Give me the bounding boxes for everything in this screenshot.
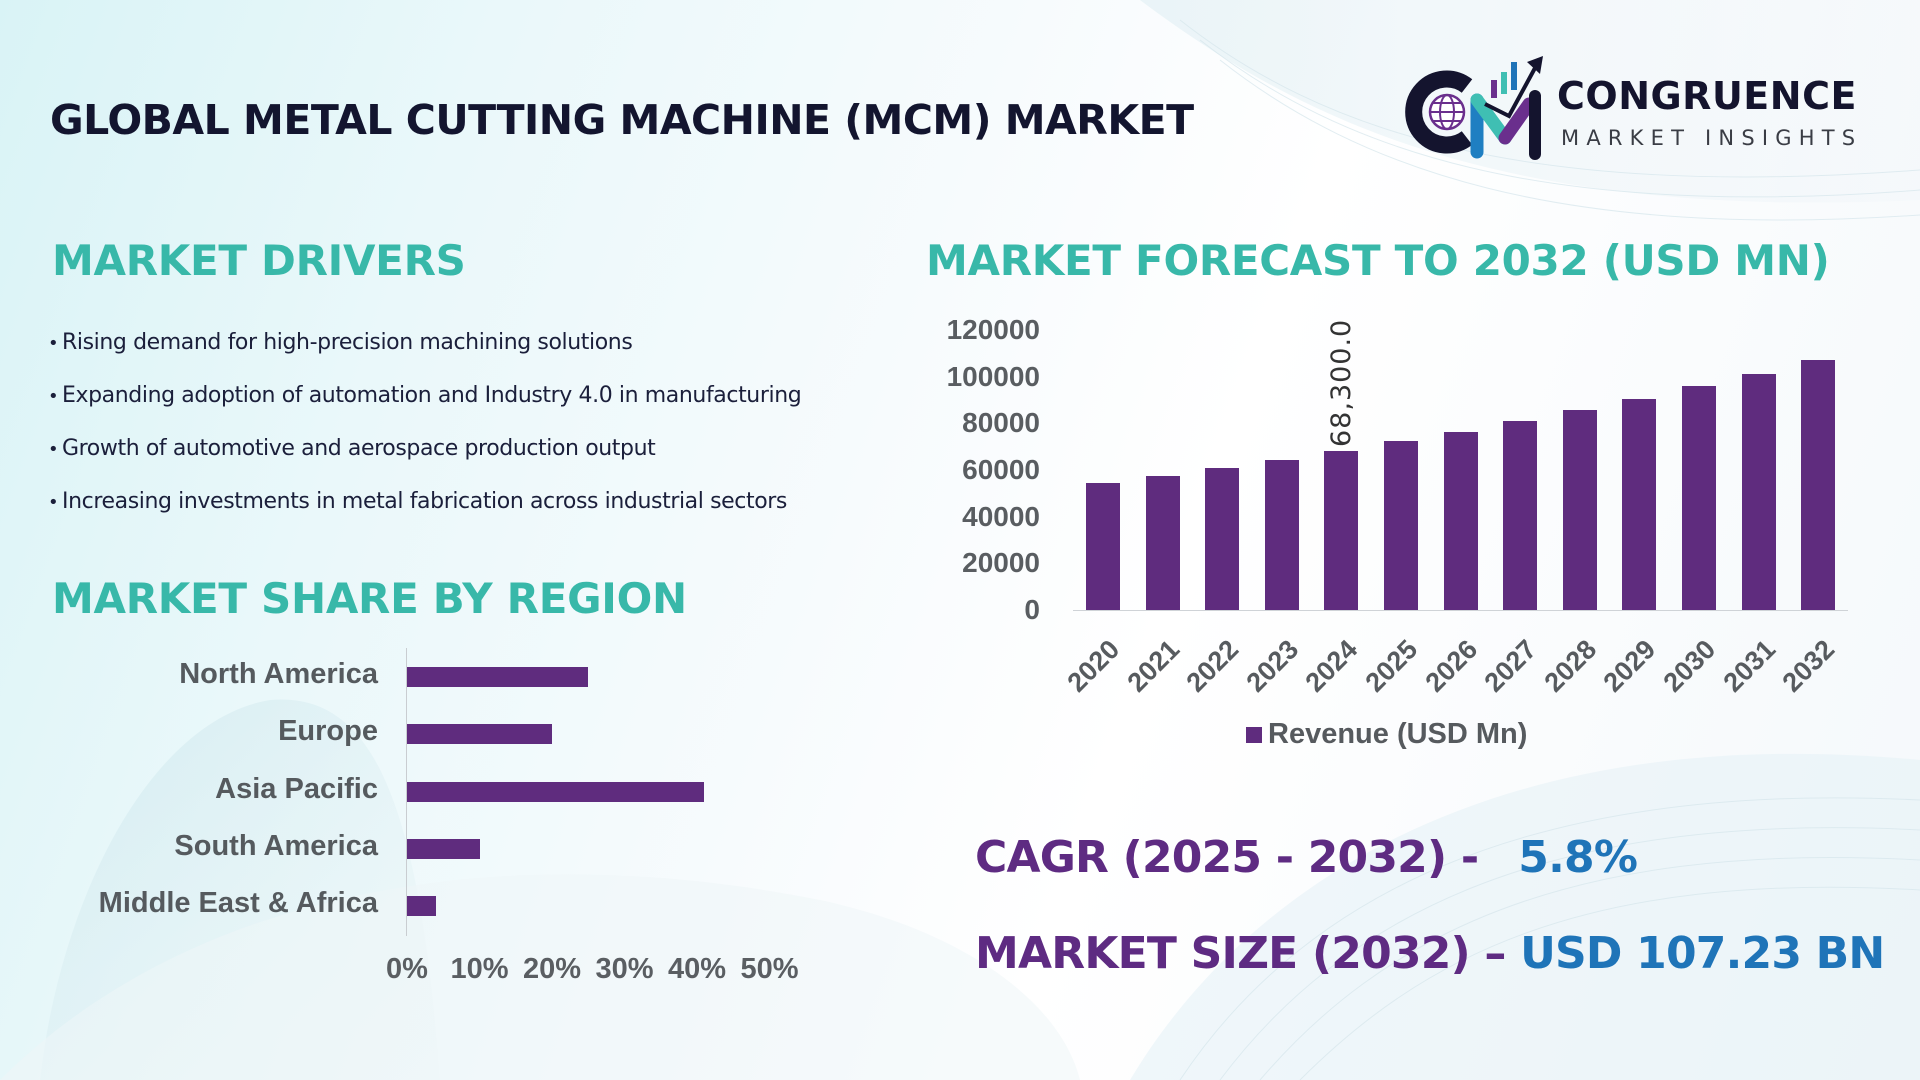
forecast-y-tick: 80000 <box>962 407 1040 439</box>
region-label: North America <box>179 658 378 690</box>
driver-item: • Growth of automotive and aerospace prod… <box>48 436 801 489</box>
forecast-bar <box>1324 450 1359 610</box>
forecast-x-tick: 2028 <box>1538 634 1603 698</box>
forecast-x-tick: 2027 <box>1478 634 1543 698</box>
forecast-bar <box>1384 441 1418 610</box>
market-size-stat: MARKET SIZE (2032) – USD 107.23 BN <box>975 928 1885 979</box>
bullet-icon: • <box>48 439 59 460</box>
region-x-tick: 10% <box>450 953 509 985</box>
forecast-bar <box>1205 467 1240 610</box>
region-x-tick: 40% <box>667 953 727 985</box>
region-label: Asia Pacific <box>215 772 378 805</box>
region-bar <box>407 667 589 687</box>
cm-globe-growth-arrow-icon <box>1405 56 1543 160</box>
forecast-bar <box>1503 421 1538 610</box>
data-label: 68,300.0 <box>1326 318 1358 447</box>
forecast-y-tick: 120000 <box>946 314 1040 345</box>
region-x-tick: 50% <box>740 953 799 985</box>
drivers-heading: MARKET DRIVERS <box>52 236 466 285</box>
drivers-list: • Rising demand for high-precision machin… <box>48 330 802 542</box>
driver-item: • Expanding adoption of automation and In… <box>48 383 802 436</box>
forecast-x-tick: 2026 <box>1419 634 1483 698</box>
market-size-value: USD 107.23 BN <box>1520 928 1885 979</box>
region-x-tick: 20% <box>522 953 582 985</box>
legend-swatch-icon <box>1246 726 1262 743</box>
forecast-bar <box>1682 386 1716 610</box>
driver-item: • Increasing investments in metal fabrica… <box>48 489 801 542</box>
page-title: GLOBAL METAL CUTTING MACHINE (MCM) MARKE… <box>50 96 1194 144</box>
region-label: South America <box>174 829 378 862</box>
forecast-y-tick: 40000 <box>962 500 1040 532</box>
forecast-x-tick: 2023 <box>1240 634 1305 698</box>
driver-text: Growth of automotive and aerospace produ… <box>62 436 656 461</box>
forecast-bar <box>1741 373 1776 610</box>
cagr-stat: CAGR (2025 - 2032) - 5.8% <box>975 832 1638 883</box>
forecast-y-tick: 0 <box>1024 594 1040 625</box>
region-label: Europe <box>278 715 378 748</box>
region-axis-line <box>406 648 407 936</box>
region-bar <box>407 896 436 917</box>
driver-item: • Rising demand for high-precision machin… <box>48 330 801 383</box>
forecast-x-tick: 2021 <box>1121 634 1185 698</box>
brand-logo: CONGRUENCE MARKET INSIGHTS <box>1405 52 1875 160</box>
driver-text: Increasing investments in metal fabricat… <box>62 489 787 514</box>
forecast-bar <box>1145 475 1180 610</box>
logo-tagline: MARKET INSIGHTS <box>1561 126 1863 150</box>
forecast-y-tick: 20000 <box>962 547 1040 579</box>
region-bar <box>407 781 705 802</box>
cagr-label: CAGR (2025 - 2032) - <box>975 832 1479 883</box>
forecast-x-tick: 2032 <box>1776 634 1841 698</box>
forecast-x-tick: 2022 <box>1180 634 1245 698</box>
region-x-tick: 0% <box>386 953 428 985</box>
region-bar <box>407 724 552 745</box>
region-heading: MARKET SHARE BY REGION <box>52 574 687 623</box>
driver-text: Expanding adoption of automation and Ind… <box>62 383 802 408</box>
forecast-x-tick: 2020 <box>1061 634 1126 698</box>
forecast-y-tick: 100000 <box>946 360 1040 392</box>
forecast-bar <box>1801 359 1836 610</box>
bullet-icon: • <box>48 492 59 513</box>
forecast-x-tick: 2024 <box>1299 634 1364 698</box>
market-size-label: MARKET SIZE (2032) – <box>975 928 1506 979</box>
forecast-bar <box>1086 482 1120 610</box>
region-bar <box>407 838 480 859</box>
cagr-value: 5.8% <box>1518 832 1638 883</box>
forecast-bar <box>1443 431 1478 610</box>
forecast-y-tick: 60000 <box>962 454 1040 485</box>
forecast-axis-line <box>1073 610 1848 611</box>
legend-label: Revenue (USD Mn) <box>1268 718 1528 750</box>
chart-legend: Revenue (USD Mn) <box>1246 718 1527 751</box>
forecast-heading: MARKET FORECAST TO 2032 (USD MN) <box>926 236 1830 285</box>
forecast-bar <box>1622 398 1657 610</box>
region-label: Middle East & Africa <box>98 887 378 920</box>
region-x-tick: 30% <box>595 953 654 985</box>
forecast-bar <box>1562 410 1597 610</box>
forecast-bar <box>1264 459 1299 610</box>
driver-text: Rising demand for high-precision machini… <box>62 330 633 355</box>
forecast-x-tick: 2031 <box>1717 634 1781 698</box>
bullet-icon: • <box>48 333 59 354</box>
forecast-x-tick: 2025 <box>1359 634 1424 698</box>
bullet-icon: • <box>48 386 59 407</box>
forecast-x-tick: 2030 <box>1657 634 1722 698</box>
logo-wordmark: CONGRUENCE <box>1557 74 1857 118</box>
forecast-x-tick: 2029 <box>1597 634 1662 698</box>
